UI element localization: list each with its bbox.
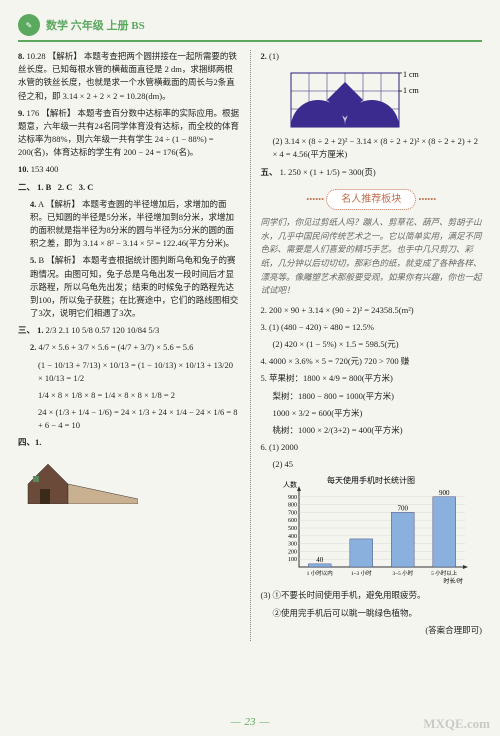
svg-text:每天使用手机时长统计图: 每天使用手机时长统计图 [327,475,415,485]
r-q2: 2. (1) [261,50,483,63]
sec2-q1: 1. B [37,182,51,192]
r-q2-p1: (1) [269,51,279,61]
sec3-eq2c: 1/4 × 8 × 1/8 × 8 = 1/4 × 8 × 8 × 1/8 = … [18,389,240,402]
sec4-label: 四、1. [18,437,41,447]
sec2-q5-label: 【解析】 [46,255,80,265]
p5a: 5. 苹果树：1800 × 4/9 = 800(平方米) [261,372,483,385]
svg-text:1 cm: 1 cm [403,70,420,79]
sec2-q5: 5. B 【解析】 本题考查根据统计图判断乌龟和兔子的赛跑情况。由图可知，兔子总… [18,254,240,320]
q10-ans: 153 400 [31,164,59,174]
sec2-q4-label: 【解析】 [46,199,80,209]
svg-text:900: 900 [439,489,450,497]
p4: 4. 4000 × 3.6% × 5 = 720(元) 720 > 700 赚 [261,355,483,368]
sec2-q3: 3. C [79,182,94,192]
svg-text:5 小时以上: 5 小时以上 [431,569,458,577]
watermark: MXQE.com [423,716,490,732]
p6a: 6. (1) 2000 [261,441,483,454]
svg-text:600: 600 [288,519,297,525]
sec3-eq2d: 24 × (1/3 + 1/4 − 1/6) = 24 × 1/3 + 24 ×… [18,406,240,432]
sec2-q2: 2. C [58,182,73,192]
sec2-q5-num: 5. [30,255,36,265]
tutor-banner: •••••• 名人推荐板块 •••••• [261,189,483,211]
sec3-eq2b: (1 − 10/13 + 7/13) × 10/13 = (1 − 10/13)… [18,359,240,385]
r-q2-p2: (2) 3.14 × (8 ÷ 2 + 2)² − 3.14 × (8 ÷ 2 … [261,135,483,161]
q9-label: 【解析】 [41,108,75,118]
sec2-q4: 4. A 【解析】 本题考查圆的半径增加后，求增加的面积。已知圆的半径是5分米，… [18,198,240,251]
q9: 9. 176 【解析】 本题考查百分数中达标率的实际应用。根据题意，六年级一共有… [18,107,240,160]
q8-ans: 10.28 [27,51,46,61]
q8-label: 【解析】 [48,51,82,61]
svg-text:200: 200 [288,550,297,556]
p5d: 桃树：1000 × 2/(3+2) = 400(平方米) [261,424,483,437]
p5c: 1000 × 3/2 = 600(平方米) [261,407,483,420]
sec2-q4-ans: A [38,199,44,209]
sec3-eq2a: 2. 4/7 × 5.6 + 3/7 × 5.6 = (4/7 + 3/7) ×… [18,341,240,354]
sec3-row1: 2/3 2.1 10 5/8 0.57 120 10/84 5/3 [46,325,160,335]
section-5: 五、 1. 250 × (1 + 1/5) = 300(页) [261,166,483,179]
header-title: 数学 六年级 上册 BS [46,17,145,33]
svg-text:700: 700 [398,505,409,513]
p3b: (2) 420 × (1 − 5%) × 1.5 = 598.5(元) [261,338,483,351]
svg-text:时长/时: 时长/时 [444,577,464,585]
svg-text:1~3 小时: 1~3 小时 [351,569,372,577]
svg-text:3~5 小时: 3~5 小时 [393,569,414,577]
section-2: 二、 1. B 2. C 3. C [18,181,240,194]
left-column: 8. 10.28 【解析】 本题考查把两个圆拼接在一起所需要的铁丝长度。已知每根… [18,50,240,641]
grid-diagram: 1 cm 1 cm [281,67,461,129]
section-3: 三、 1. 2/3 2.1 10 5/8 0.57 120 10/84 5/3 [18,324,240,337]
tutor-body: 同学们，你见过剪纸人吗？蹦人、剪草花、葫芦、剪胡子山水，几乎中国民间传统艺术之一… [261,216,483,298]
svg-text:300: 300 [288,542,297,548]
sec2-q5-ans: B [39,255,45,265]
svg-text:400: 400 [288,534,297,540]
svg-text:500: 500 [288,526,297,532]
logo-icon: ✎ [18,14,40,36]
q8-num: 8. [18,51,24,61]
svg-text:人数: 人数 [283,480,297,489]
svg-text:40: 40 [317,556,325,564]
page-number: 23 [227,716,274,728]
sec3-label: 三、 [18,325,35,335]
bar-chart: 每天使用手机时长统计图人数 100 200 300 400 500600 700 800 900… [271,475,471,585]
svg-text:1 cm: 1 cm [403,86,420,95]
q9-num: 9. [18,108,24,118]
page-header: ✎ 数学 六年级 上册 BS [18,14,482,42]
svg-text:1 小时以内: 1 小时以内 [307,569,333,577]
r-q2-num: 2. [261,51,267,61]
svg-text:700: 700 [288,511,297,517]
p5b: 梨树：1800 − 800 = 1000(平方米) [261,390,483,403]
sec5-label: 五、 [261,167,278,177]
sec5-q1: 1. 250 × (1 + 1/5) = 300(页) [280,167,376,177]
column-divider [250,50,251,641]
section-4: 四、1. [18,436,240,449]
note3: (答案合理即可) [261,624,483,637]
q9-ans: 176 [27,108,40,118]
q10-num: 10. [18,164,29,174]
p3a: 3. (1) (480 − 420) ÷ 480 = 12.5% [261,321,483,334]
svg-text:100: 100 [288,558,297,564]
note1: (3) ①不要长时间使用手机，避免用眼疲劳。 [261,589,483,602]
q8: 8. 10.28 【解析】 本题考查把两个圆拼接在一起所需要的铁丝长度。已知每根… [18,50,240,103]
tutor-title: 名人推荐板块 [326,189,416,211]
sec2-label: 二、 [18,182,35,192]
q10: 10. 153 400 [18,163,240,176]
house-diagram [18,454,138,504]
p6b: (2) 45 [261,458,483,471]
sec2-q4-num: 4. [30,199,36,209]
svg-text:900: 900 [288,495,297,501]
sec3-eq2a-text: 4/7 × 5.6 + 3/7 × 5.6 = (4/7 + 3/7) × 5.… [39,342,194,352]
right-column: 2. (1) 1 cm 1 cm (2) 3.14 × (8 ÷ 2 + 2)² … [261,50,483,641]
p2: 2. 200 × 90 + 3.14 × (90 ÷ 2)² = 24358.5… [261,304,483,317]
svg-text:800: 800 [288,503,297,509]
note2: ②使用完手机后可以眺一眺绿色植物。 [261,607,483,620]
